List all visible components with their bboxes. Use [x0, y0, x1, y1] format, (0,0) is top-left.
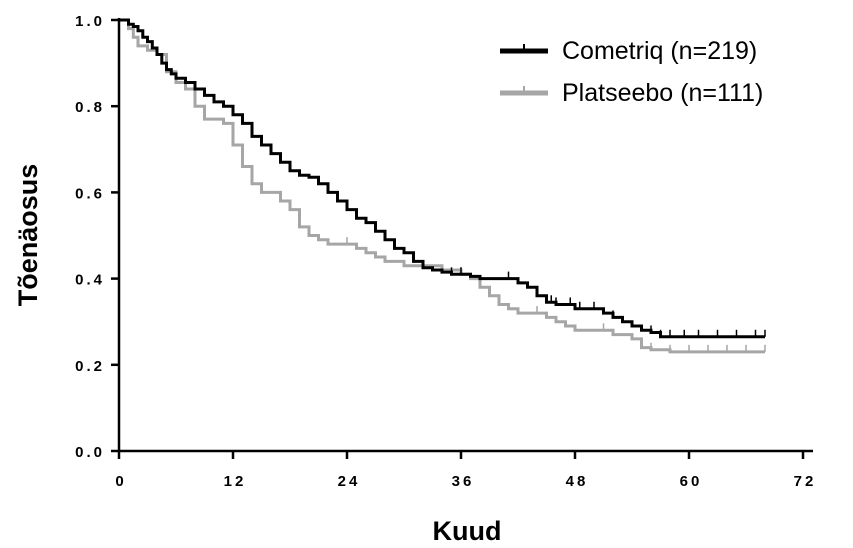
- y-tick-label: 0.0: [75, 444, 105, 461]
- legend-label-cometriq: Cometriq (n=219): [562, 37, 757, 65]
- y-tick-label: 0.6: [75, 185, 105, 202]
- x-tick-label: 0: [115, 473, 126, 490]
- x-tick-label: 24: [338, 473, 361, 490]
- x-tick-label: 48: [566, 473, 589, 490]
- legend: Cometriq (n=219) Platseebo (n=111): [500, 37, 763, 107]
- series-line-cometriq: [119, 18, 765, 339]
- x-tick-label: 12: [224, 473, 247, 490]
- x-tick-label: 72: [794, 473, 817, 490]
- axes: 0.0 0.2 0.4 0.6 0.8 1.0 0 12 24 36 48 60 72: [75, 13, 817, 490]
- y-tick-label: 0.8: [75, 99, 105, 116]
- series-layer: [119, 18, 766, 354]
- y-axis-title-group: Tõenäosus: [13, 164, 43, 307]
- x-tick-label: 36: [452, 473, 475, 490]
- y-tick-label: 1.0: [75, 13, 105, 30]
- y-tick-label: 0.2: [75, 358, 105, 375]
- legend-label-platseebo: Platseebo (n=111): [562, 79, 763, 107]
- y-axis-title: Tõenäosus: [13, 164, 43, 307]
- x-tick-label: 60: [680, 473, 703, 490]
- y-tick-label: 0.4: [75, 272, 105, 289]
- x-axis-title: Kuud: [433, 516, 502, 546]
- series-line-platseebo: [119, 18, 765, 354]
